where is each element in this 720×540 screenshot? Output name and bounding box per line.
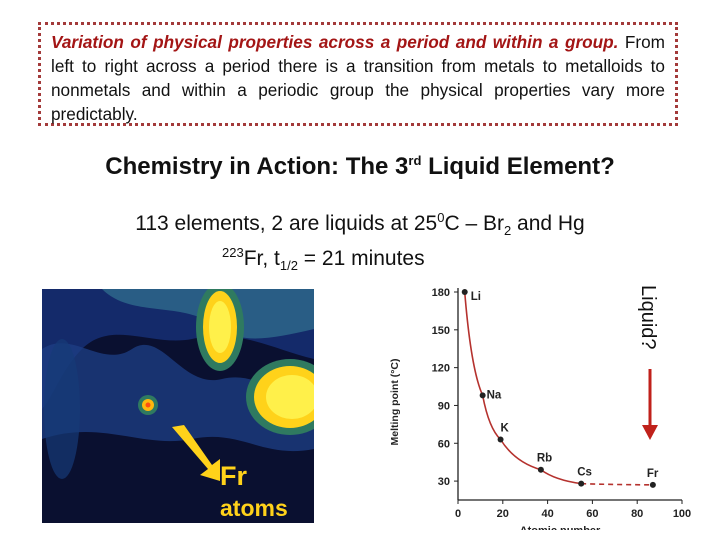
melting-point-chart: 30 60 90 120 150 180 0 20 40 60 80 100 Atomic number…	[372, 280, 702, 537]
data-point-fr	[649, 481, 656, 488]
photo-label-fr: Fr	[220, 461, 247, 491]
y-tick-label: 180	[432, 287, 450, 299]
photo-label-atoms: atoms	[220, 495, 288, 521]
point-label-k: K	[501, 422, 510, 434]
point-label-cs: Cs	[577, 467, 592, 479]
fact-c: and Hg	[511, 212, 585, 235]
down-arrow-icon	[642, 425, 658, 440]
x-tick-label: 40	[541, 508, 553, 520]
y-tick-label: 150	[432, 325, 450, 337]
liquid-label: Liquid?	[637, 285, 659, 350]
y-tick-label: 60	[438, 438, 450, 450]
data-point-rb	[537, 466, 544, 473]
point-label-fr: Fr	[647, 468, 659, 480]
x-tick-label: 0	[455, 508, 461, 520]
point-label-rb: Rb	[537, 453, 552, 465]
data-point-na	[479, 392, 486, 399]
title-rest: Liquid Element?	[421, 153, 615, 180]
liquid-annotation-svg: Liquid?	[637, 285, 659, 440]
y-tick-label: 90	[438, 400, 450, 412]
definition-body: From left to right across a period there…	[51, 32, 665, 124]
point-label-li: Li	[471, 291, 481, 303]
point-label-na: Na	[487, 389, 502, 401]
x-tick-label: 60	[586, 508, 598, 520]
liquid-annotation: Liquid?	[632, 285, 672, 455]
liquid-fact-line: 113 elements, 2 are liquids at 250C – Br…	[0, 210, 720, 238]
fact-sup: 0	[437, 210, 445, 225]
title-sup: rd	[408, 153, 422, 168]
fr-sup: 223	[222, 245, 244, 260]
data-point-k	[497, 436, 504, 443]
slide-title: Chemistry in Action: The 3rd Liquid Elem…	[0, 153, 720, 181]
y-tick-label: 30	[438, 476, 450, 488]
data-point-li	[461, 289, 468, 295]
x-tick-label: 80	[631, 508, 643, 520]
fr-sub: 1/2	[279, 258, 298, 274]
x-axis-label: Atomic number	[520, 525, 601, 530]
definition-lead: Variation of physical properties across …	[51, 32, 619, 52]
melting-curve-extrapolated	[581, 482, 653, 486]
fact-b: C – Br	[444, 212, 504, 235]
x-tick-label: 100	[673, 508, 691, 520]
fr-b: = 21 minutes	[297, 247, 425, 270]
definition-text: Variation of physical properties across …	[51, 30, 665, 126]
melting-curve-solid	[463, 291, 582, 485]
x-tick-label: 20	[497, 508, 509, 520]
y-tick-label: 120	[432, 363, 450, 375]
fact-sub: 2	[503, 223, 512, 239]
title-main: Chemistry in Action: The 3	[105, 153, 409, 180]
francium-line: 223Fr, t1/2 = 21 minutes	[222, 245, 425, 273]
y-axis-label: Melting point (°C)	[389, 358, 401, 445]
francium-atoms-image: Fr atoms	[42, 289, 314, 523]
data-point-cs	[578, 480, 585, 487]
fr-a: Fr, t	[243, 247, 280, 270]
chart-svg: 30 60 90 120 150 180 0 20 40 60 80 100 Atomic number…	[389, 287, 691, 537]
francium-atoms-svg: Fr atoms	[42, 289, 314, 523]
fact-a: 113 elements, 2 are liquids at 25	[135, 212, 438, 235]
definition-box: Variation of physical properties across …	[38, 22, 678, 126]
